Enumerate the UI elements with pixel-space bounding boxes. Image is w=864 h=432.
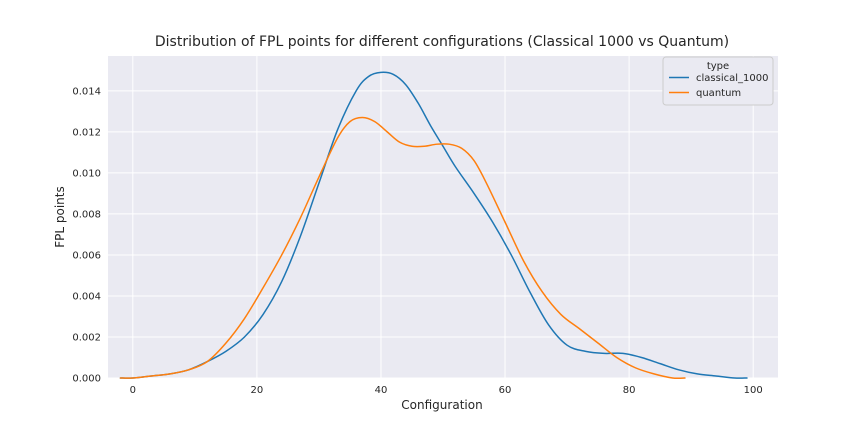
x-axis-ticks: 0 20 40 60 80 100 (130, 385, 763, 396)
x-tick-label: 80 (623, 385, 636, 396)
y-tick-label: 0.014 (72, 86, 101, 97)
chart-title: Distribution of FPL points for different… (155, 34, 729, 50)
y-tick-label: 0.006 (72, 250, 101, 261)
legend-label-quantum: quantum (696, 88, 741, 99)
series-lines (119, 71, 748, 380)
y-tick-label: 0.000 (72, 374, 101, 385)
y-axis-label: FPL points (53, 186, 67, 248)
series-line-quantum (119, 116, 686, 380)
legend-box (662, 56, 774, 106)
legend-title: type (707, 61, 729, 72)
legend-label-classical_1000: classical_1000 (696, 73, 768, 84)
y-tick-label: 0.002 (72, 332, 101, 343)
series-line-classical_1000 (119, 71, 748, 379)
y-axis-ticks: 0.000 0.002 0.004 0.006 0.008 0.010 0.012 0.014 (72, 86, 101, 384)
x-tick-label: 60 (499, 385, 512, 396)
x-tick-label: 20 (251, 385, 264, 396)
y-tick-label: 0.010 (72, 168, 101, 179)
x-tick-label: 0 (130, 385, 136, 396)
y-tick-label: 0.008 (72, 209, 101, 220)
x-axis-label: Configuration (401, 398, 482, 412)
x-tick-label: 40 (375, 385, 388, 396)
x-tick-label: 100 (744, 385, 763, 396)
plot-background (108, 56, 778, 378)
grid (108, 56, 778, 379)
y-tick-label: 0.004 (72, 291, 101, 302)
y-tick-label: 0.012 (72, 127, 101, 138)
